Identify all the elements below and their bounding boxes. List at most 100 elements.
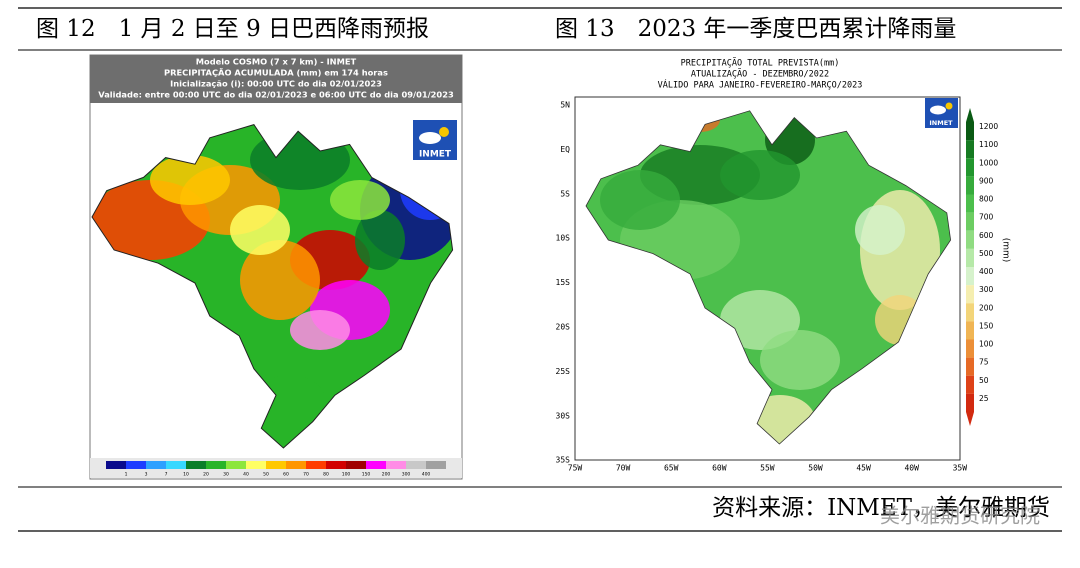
- legend-swatch: [966, 194, 974, 213]
- y-axis-label: 20S: [556, 323, 571, 332]
- legend-label: 200: [979, 303, 994, 312]
- legend-swatch: [966, 393, 974, 412]
- map-title: VÁLIDO PARA JANEIRO-FEVEREIRO-MARÇO/2023: [658, 79, 863, 91]
- legend-arrow: [966, 108, 974, 122]
- header-line: Validade: entre 00:00 UTC do dia 02/01/2…: [98, 90, 454, 100]
- x-axis-label: 40W: [904, 464, 919, 473]
- legend-label: 400: [979, 267, 994, 276]
- legend-label: 1100: [979, 140, 998, 149]
- rain-area: [720, 150, 800, 200]
- x-axis-label: 35W: [953, 464, 968, 473]
- rain-area: [330, 180, 390, 220]
- legend-swatch: [966, 248, 974, 267]
- legend-swatch: [166, 461, 186, 469]
- y-axis-label: EQ: [560, 145, 570, 154]
- legend-swatch: [346, 461, 366, 469]
- legend-label: 300: [402, 472, 411, 478]
- legend-label: 100: [342, 472, 351, 478]
- y-axis-label: 5N: [560, 101, 570, 110]
- legend-swatch: [966, 122, 974, 141]
- map-title: PRECIPITAÇÃO TOTAL PREVISTA(mm): [681, 58, 840, 69]
- legend-label: 200: [382, 472, 391, 478]
- y-axis-label: 25S: [556, 367, 571, 376]
- legend-swatch: [966, 267, 974, 286]
- legend-label: 500: [979, 249, 994, 258]
- rain-area: [240, 240, 320, 320]
- x-axis-label: 75W: [568, 464, 583, 473]
- legend-swatch: [966, 230, 974, 249]
- legend-label: 40: [243, 472, 249, 478]
- legend-unit: (mm): [1001, 238, 1011, 263]
- legend-label: 800: [979, 195, 994, 204]
- rain-area: [255, 375, 325, 425]
- legend-swatch: [426, 461, 446, 469]
- logo-sun: [439, 127, 449, 137]
- header-line: Inicialização (i): 00:00 UTC do dia 02/0…: [170, 79, 382, 89]
- legend-label: 1200: [979, 122, 998, 131]
- legend-label: 150: [979, 321, 994, 330]
- x-axis-label: 45W: [856, 464, 871, 473]
- y-axis-label: 5S: [560, 189, 570, 198]
- legend-swatch: [246, 461, 266, 469]
- legend-swatch: [266, 461, 286, 469]
- legend-label: 80: [323, 472, 329, 478]
- legend-swatch: [966, 158, 974, 177]
- legend-label: 30: [223, 472, 229, 478]
- legend-swatch: [226, 461, 246, 469]
- y-axis-label: 10S: [556, 234, 571, 243]
- legend-label: 25: [979, 394, 989, 403]
- legend-swatch: [186, 461, 206, 469]
- source: 资料来源：INMET，美尔雅期货: [712, 495, 1050, 521]
- legend-label: 400: [422, 472, 431, 478]
- y-axis-label: 35S: [556, 456, 571, 465]
- legend-swatch: [326, 461, 346, 469]
- legend-swatch: [146, 461, 166, 469]
- y-axis-label: 15S: [556, 278, 571, 287]
- legend-label: 50: [979, 376, 989, 385]
- legend-label: 3: [145, 472, 148, 478]
- logo-cloud: [930, 105, 946, 115]
- legend-label: 70: [303, 472, 309, 478]
- y-axis-label: 30S: [556, 411, 571, 420]
- legend-swatch: [366, 461, 386, 469]
- legend-label: 700: [979, 213, 994, 222]
- rain-area: [355, 210, 405, 270]
- logo-cloud: [419, 132, 441, 144]
- rain-area: [760, 330, 840, 390]
- legend-label: 600: [979, 231, 994, 240]
- rain-area: [150, 155, 230, 205]
- logo-text: INMET: [419, 150, 452, 160]
- watermark: 美尔雅期货研究院: [880, 504, 1040, 528]
- legend-label: 900: [979, 176, 994, 185]
- legend-swatch: [966, 285, 974, 304]
- legend-label: 20: [203, 472, 209, 478]
- legend-swatch: [966, 321, 974, 340]
- legend-label: 50: [263, 472, 269, 478]
- caption: 图 12 1 月 2 日至 9 日巴西降雨预报: [36, 16, 429, 42]
- legend-swatch: [306, 461, 326, 469]
- legend-label: 150: [362, 472, 371, 478]
- legend-swatch: [966, 212, 974, 231]
- legend-swatch: [966, 176, 974, 195]
- legend-label: 100: [979, 340, 994, 349]
- legend-swatch: [286, 461, 306, 469]
- x-axis-label: 65W: [664, 464, 679, 473]
- legend-label: 75: [979, 358, 989, 367]
- rain-area: [855, 205, 905, 255]
- header-line: PRECIPITAÇÃO ACUMULADA (mm) em 174 horas: [164, 67, 388, 78]
- legend-label: 300: [979, 285, 994, 294]
- legend-swatch: [106, 461, 126, 469]
- legend-swatch: [406, 461, 426, 469]
- x-axis-label: 60W: [712, 464, 727, 473]
- header-line: Modelo COSMO (7 x 7 km) - INMET: [196, 57, 357, 67]
- legend-swatch: [386, 461, 406, 469]
- legend-label: 60: [283, 472, 289, 478]
- caption: 图 13 2023 年一季度巴西累计降雨量: [555, 16, 956, 42]
- x-axis-label: 55W: [760, 464, 775, 473]
- map-title: ATUALIZAÇÃO - DEZEMBRO/2022: [691, 69, 829, 80]
- legend-swatch: [126, 461, 146, 469]
- logo-sun: [945, 102, 953, 110]
- x-axis-label: 70W: [616, 464, 631, 473]
